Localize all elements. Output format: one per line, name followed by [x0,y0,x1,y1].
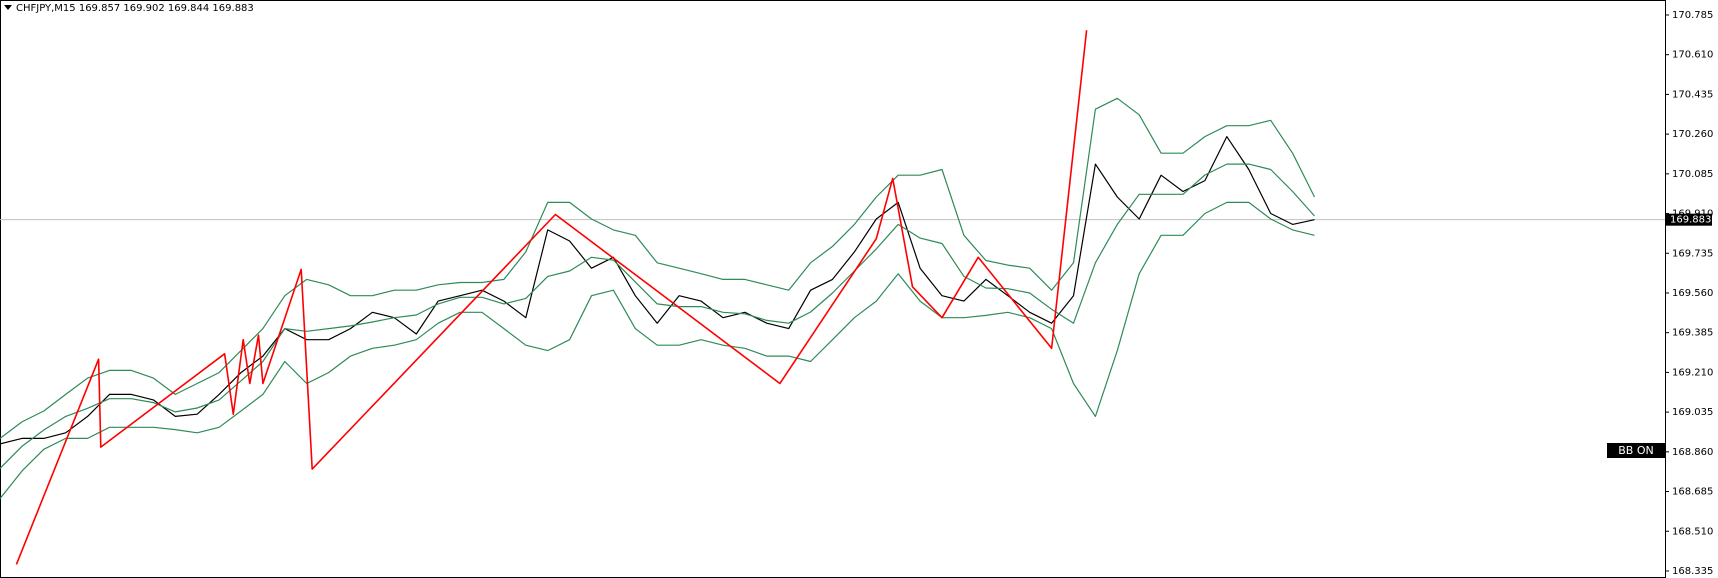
y-tick-label: 168.510 [1672,526,1713,537]
chart-title: CHFJPY,M15 169.857 169.902 169.844 169.8… [16,3,254,14]
y-tick-label: 170.260 [1672,129,1713,140]
y-tick-label: 169.735 [1672,248,1713,259]
bollinger-band [0,163,1315,469]
y-tick-label: 169.385 [1672,328,1713,339]
y-tick-label: 170.610 [1672,50,1713,61]
y-tick-label: 170.435 [1672,89,1713,100]
y-tick-label: 168.685 [1672,487,1713,498]
price-series [0,136,1315,445]
menu-arrow[interactable] [4,5,12,10]
y-tick-label: 168.860 [1672,447,1713,458]
badge-box [1607,443,1665,458]
plot-frame [0,0,1666,578]
y-tick-label: 170.085 [1672,169,1713,180]
y-tick-label: 170.785 [1672,10,1713,21]
y-tick-label: 169.210 [1672,367,1713,378]
y-tick-label: 169.035 [1672,407,1713,418]
y-tick-label: 169.560 [1672,288,1713,299]
bollinger-band [0,97,1316,439]
price-label-box [1666,213,1712,226]
badge-label: BB ON [1618,444,1653,457]
price-label: 169.883 [1670,215,1711,226]
zigzag-line [15,30,1088,565]
y-tick-label: 168.335 [1672,566,1713,577]
bollinger-band [0,201,1315,499]
